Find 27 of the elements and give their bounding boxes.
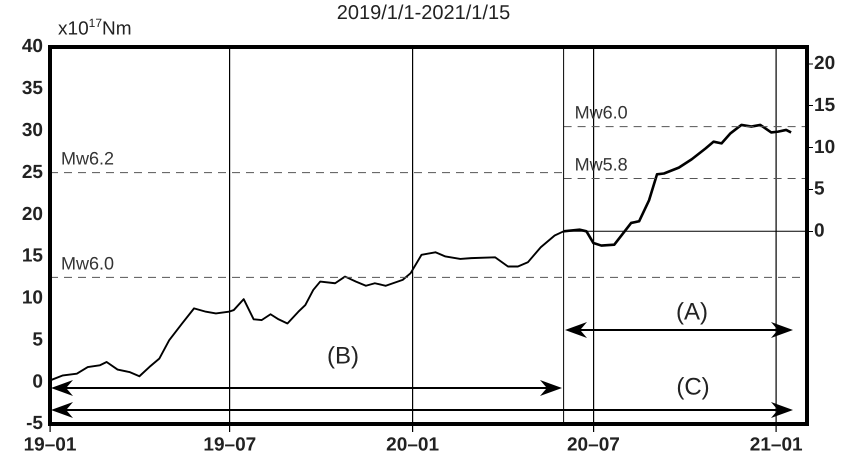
- y-axis-title: x10$^{17}$Nm: [58, 16, 132, 40]
- y-tick-label: 25: [22, 162, 44, 183]
- y-tick-label: 20: [22, 204, 43, 225]
- x-tick-label: 21–01: [750, 434, 804, 456]
- y2-tick-label: 10: [814, 136, 836, 158]
- ref-line-label: Mw6.0: [61, 253, 114, 274]
- y-tick-label: 5: [32, 329, 44, 350]
- y2-tick-label: 20: [814, 52, 836, 74]
- y-tick-label: 0: [32, 371, 43, 392]
- y-tick-label: 40: [22, 36, 43, 58]
- x-tick-label: 19–01: [24, 434, 77, 456]
- annotation: (C): [676, 374, 710, 401]
- x-tick-label: 20–01: [386, 434, 440, 456]
- ref-line-label: Mw6.2: [61, 148, 114, 169]
- annotation: (A): [676, 298, 708, 326]
- y-tick-label: -5: [26, 413, 44, 434]
- annotation: (B): [327, 342, 359, 370]
- y2-tick-label: 15: [814, 94, 836, 116]
- y-tick-label: 15: [22, 246, 44, 267]
- chart-title: 2019/1/1-2021/1/15: [336, 2, 510, 24]
- y-tick-label: 35: [22, 78, 44, 100]
- x-tick-label: 19–07: [203, 434, 256, 456]
- y-tick-label: 10: [22, 288, 43, 309]
- y-tick-label: 30: [22, 120, 43, 142]
- y2-tick-label: 0: [814, 220, 825, 242]
- y2-tick-label: 5: [814, 178, 825, 200]
- x-tick-label: 20–07: [566, 434, 620, 456]
